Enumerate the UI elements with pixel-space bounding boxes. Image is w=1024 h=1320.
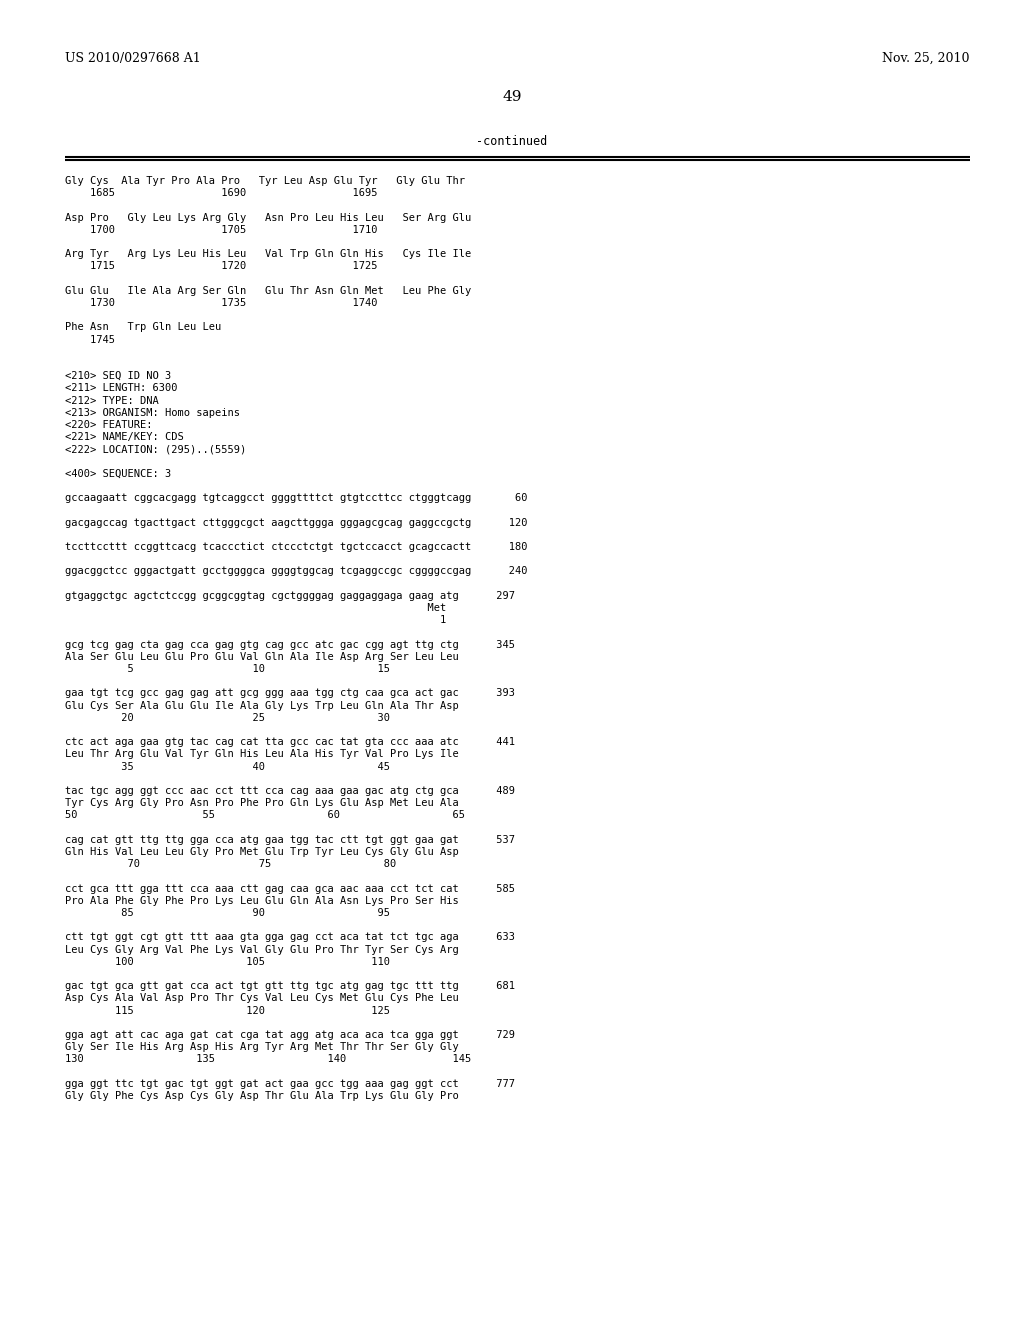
Text: 20                   25                  30: 20 25 30 — [65, 713, 390, 723]
Text: 5                   10                  15: 5 10 15 — [65, 664, 390, 675]
Text: Asp Cys Ala Val Asp Pro Thr Cys Val Leu Cys Met Glu Cys Phe Leu: Asp Cys Ala Val Asp Pro Thr Cys Val Leu … — [65, 994, 459, 1003]
Text: Asp Pro   Gly Leu Lys Arg Gly   Asn Pro Leu His Leu   Ser Arg Glu: Asp Pro Gly Leu Lys Arg Gly Asn Pro Leu … — [65, 213, 471, 223]
Text: 100                  105                 110: 100 105 110 — [65, 957, 390, 966]
Text: <221> NAME/KEY: CDS: <221> NAME/KEY: CDS — [65, 432, 183, 442]
Text: Gly Cys  Ala Tyr Pro Ala Pro   Tyr Leu Asp Glu Tyr   Gly Glu Thr: Gly Cys Ala Tyr Pro Ala Pro Tyr Leu Asp … — [65, 176, 465, 186]
Text: gga agt att cac aga gat cat cga tat agg atg aca aca tca gga ggt      729: gga agt att cac aga gat cat cga tat agg … — [65, 1030, 515, 1040]
Text: Glu Glu   Ile Ala Arg Ser Gln   Glu Thr Asn Gln Met   Leu Phe Gly: Glu Glu Ile Ala Arg Ser Gln Glu Thr Asn … — [65, 286, 471, 296]
Text: gccaagaatt cggcacgagg tgtcaggcct ggggttttct gtgtccttcc ctgggtcagg       60: gccaagaatt cggcacgagg tgtcaggcct ggggttt… — [65, 494, 527, 503]
Text: Nov. 25, 2010: Nov. 25, 2010 — [883, 51, 970, 65]
Text: 1730                 1735                 1740: 1730 1735 1740 — [65, 298, 378, 308]
Text: <220> FEATURE:: <220> FEATURE: — [65, 420, 153, 430]
Text: gga ggt ttc tgt gac tgt ggt gat act gaa gcc tgg aaa gag ggt cct      777: gga ggt ttc tgt gac tgt ggt gat act gaa … — [65, 1078, 515, 1089]
Text: 1745: 1745 — [65, 334, 115, 345]
Text: ggacggctcc gggactgatt gcctggggca ggggtggcag tcgaggccgc cggggccgag      240: ggacggctcc gggactgatt gcctggggca ggggtgg… — [65, 566, 527, 577]
Text: Leu Thr Arg Glu Val Tyr Gln His Leu Ala His Tyr Val Pro Lys Ile: Leu Thr Arg Glu Val Tyr Gln His Leu Ala … — [65, 750, 459, 759]
Text: 130                  135                  140                 145: 130 135 140 145 — [65, 1055, 471, 1064]
Text: Ala Ser Glu Leu Glu Pro Glu Val Gln Ala Ile Asp Arg Ser Leu Leu: Ala Ser Glu Leu Glu Pro Glu Val Gln Ala … — [65, 652, 459, 661]
Text: tccttccttt ccggttcacg tcaccctict ctccctctgt tgctccacct gcagccactt      180: tccttccttt ccggttcacg tcaccctict ctccctc… — [65, 543, 527, 552]
Text: gacgagccag tgacttgact cttgggcgct aagcttggga gggagcgcag gaggccgctg      120: gacgagccag tgacttgact cttgggcgct aagcttg… — [65, 517, 527, 528]
Text: ctc act aga gaa gtg tac cag cat tta gcc cac tat gta ccc aaa atc      441: ctc act aga gaa gtg tac cag cat tta gcc … — [65, 737, 515, 747]
Text: 1715                 1720                 1725: 1715 1720 1725 — [65, 261, 378, 272]
Text: <213> ORGANISM: Homo sapeins: <213> ORGANISM: Homo sapeins — [65, 408, 240, 418]
Text: gac tgt gca gtt gat cca act tgt gtt ttg tgc atg gag tgc ttt ttg      681: gac tgt gca gtt gat cca act tgt gtt ttg … — [65, 981, 515, 991]
Text: US 2010/0297668 A1: US 2010/0297668 A1 — [65, 51, 201, 65]
Text: Glu Cys Ser Ala Glu Glu Ile Ala Gly Lys Trp Leu Gln Ala Thr Asp: Glu Cys Ser Ala Glu Glu Ile Ala Gly Lys … — [65, 701, 459, 710]
Text: 35                   40                  45: 35 40 45 — [65, 762, 390, 772]
Text: <222> LOCATION: (295)..(5559): <222> LOCATION: (295)..(5559) — [65, 445, 246, 454]
Text: 1700                 1705                 1710: 1700 1705 1710 — [65, 224, 378, 235]
Text: Tyr Cys Arg Gly Pro Asn Pro Phe Pro Gln Lys Glu Asp Met Leu Ala: Tyr Cys Arg Gly Pro Asn Pro Phe Pro Gln … — [65, 799, 459, 808]
Text: Met: Met — [65, 603, 446, 612]
Text: cct gca ttt gga ttt cca aaa ctt gag caa gca aac aaa cct tct cat      585: cct gca ttt gga ttt cca aaa ctt gag caa … — [65, 883, 515, 894]
Text: 70                   75                  80: 70 75 80 — [65, 859, 396, 869]
Text: 115                  120                 125: 115 120 125 — [65, 1006, 390, 1015]
Text: Phe Asn   Trp Gln Leu Leu: Phe Asn Trp Gln Leu Leu — [65, 322, 221, 333]
Text: 1685                 1690                 1695: 1685 1690 1695 — [65, 189, 378, 198]
Text: Leu Cys Gly Arg Val Phe Lys Val Gly Glu Pro Thr Tyr Ser Cys Arg: Leu Cys Gly Arg Val Phe Lys Val Gly Glu … — [65, 945, 459, 954]
Text: gcg tcg gag cta gag cca gag gtg cag gcc atc gac cgg agt ttg ctg      345: gcg tcg gag cta gag cca gag gtg cag gcc … — [65, 640, 515, 649]
Text: <210> SEQ ID NO 3: <210> SEQ ID NO 3 — [65, 371, 171, 381]
Text: gaa tgt tcg gcc gag gag att gcg ggg aaa tgg ctg caa gca act gac      393: gaa tgt tcg gcc gag gag att gcg ggg aaa … — [65, 689, 515, 698]
Text: cag cat gtt ttg ttg gga cca atg gaa tgg tac ctt tgt ggt gaa gat      537: cag cat gtt ttg ttg gga cca atg gaa tgg … — [65, 834, 515, 845]
Text: Arg Tyr   Arg Lys Leu His Leu   Val Trp Gln Gln His   Cys Ile Ile: Arg Tyr Arg Lys Leu His Leu Val Trp Gln … — [65, 249, 471, 259]
Text: 85                   90                  95: 85 90 95 — [65, 908, 390, 917]
Text: gtgaggctgc agctctccgg gcggcggtag cgctggggag gaggaggaga gaag atg      297: gtgaggctgc agctctccgg gcggcggtag cgctggg… — [65, 591, 515, 601]
Text: <212> TYPE: DNA: <212> TYPE: DNA — [65, 396, 159, 405]
Text: ctt tgt ggt cgt gtt ttt aaa gta gga gag cct aca tat tct tgc aga      633: ctt tgt ggt cgt gtt ttt aaa gta gga gag … — [65, 932, 515, 942]
Text: Gly Gly Phe Cys Asp Cys Gly Asp Thr Glu Ala Trp Lys Glu Gly Pro: Gly Gly Phe Cys Asp Cys Gly Asp Thr Glu … — [65, 1092, 459, 1101]
Text: Pro Ala Phe Gly Phe Pro Lys Leu Glu Gln Ala Asn Lys Pro Ser His: Pro Ala Phe Gly Phe Pro Lys Leu Glu Gln … — [65, 896, 459, 906]
Text: 49: 49 — [502, 90, 522, 104]
Text: <211> LENGTH: 6300: <211> LENGTH: 6300 — [65, 383, 177, 393]
Text: 50                    55                  60                  65: 50 55 60 65 — [65, 810, 465, 821]
Text: <400> SEQUENCE: 3: <400> SEQUENCE: 3 — [65, 469, 171, 479]
Text: 1: 1 — [65, 615, 446, 626]
Text: Gln His Val Leu Leu Gly Pro Met Glu Trp Tyr Leu Cys Gly Glu Asp: Gln His Val Leu Leu Gly Pro Met Glu Trp … — [65, 847, 459, 857]
Text: tac tgc agg ggt ccc aac cct ttt cca cag aaa gaa gac atg ctg gca      489: tac tgc agg ggt ccc aac cct ttt cca cag … — [65, 785, 515, 796]
Text: -continued: -continued — [476, 135, 548, 148]
Text: Gly Ser Ile His Arg Asp His Arg Tyr Arg Met Thr Thr Ser Gly Gly: Gly Ser Ile His Arg Asp His Arg Tyr Arg … — [65, 1043, 459, 1052]
